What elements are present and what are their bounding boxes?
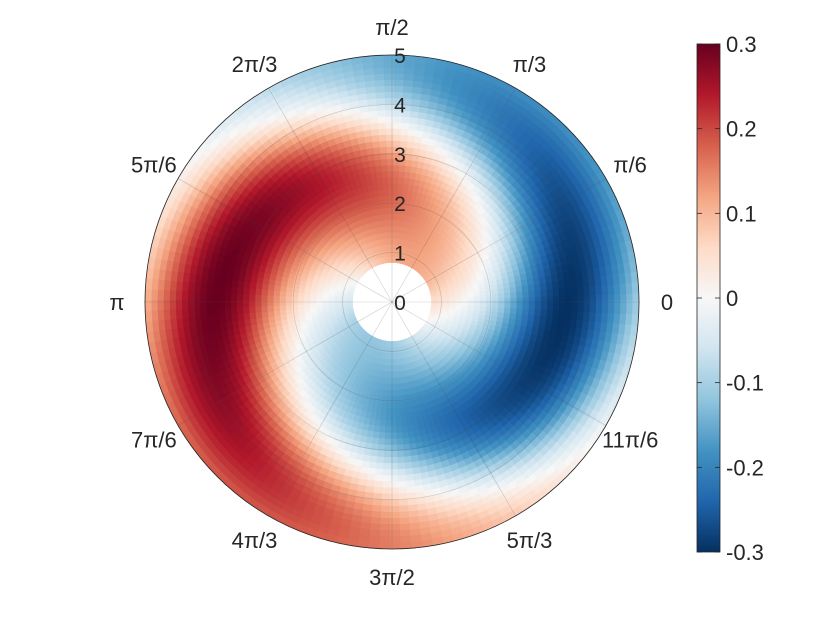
colorbar-tick-label: 0 bbox=[726, 286, 738, 311]
colorbar-tick-label: 0.1 bbox=[726, 201, 757, 226]
colorbar-tick-label: 0.3 bbox=[726, 32, 757, 57]
colorbar-tick-label: -0.3 bbox=[726, 540, 764, 565]
colorbar-tick-label: -0.2 bbox=[726, 455, 764, 480]
heatmap-cells bbox=[144, 54, 640, 550]
colorbar-tick-label: -0.1 bbox=[726, 371, 764, 396]
colorbar-tick-label: 0.2 bbox=[726, 117, 757, 142]
